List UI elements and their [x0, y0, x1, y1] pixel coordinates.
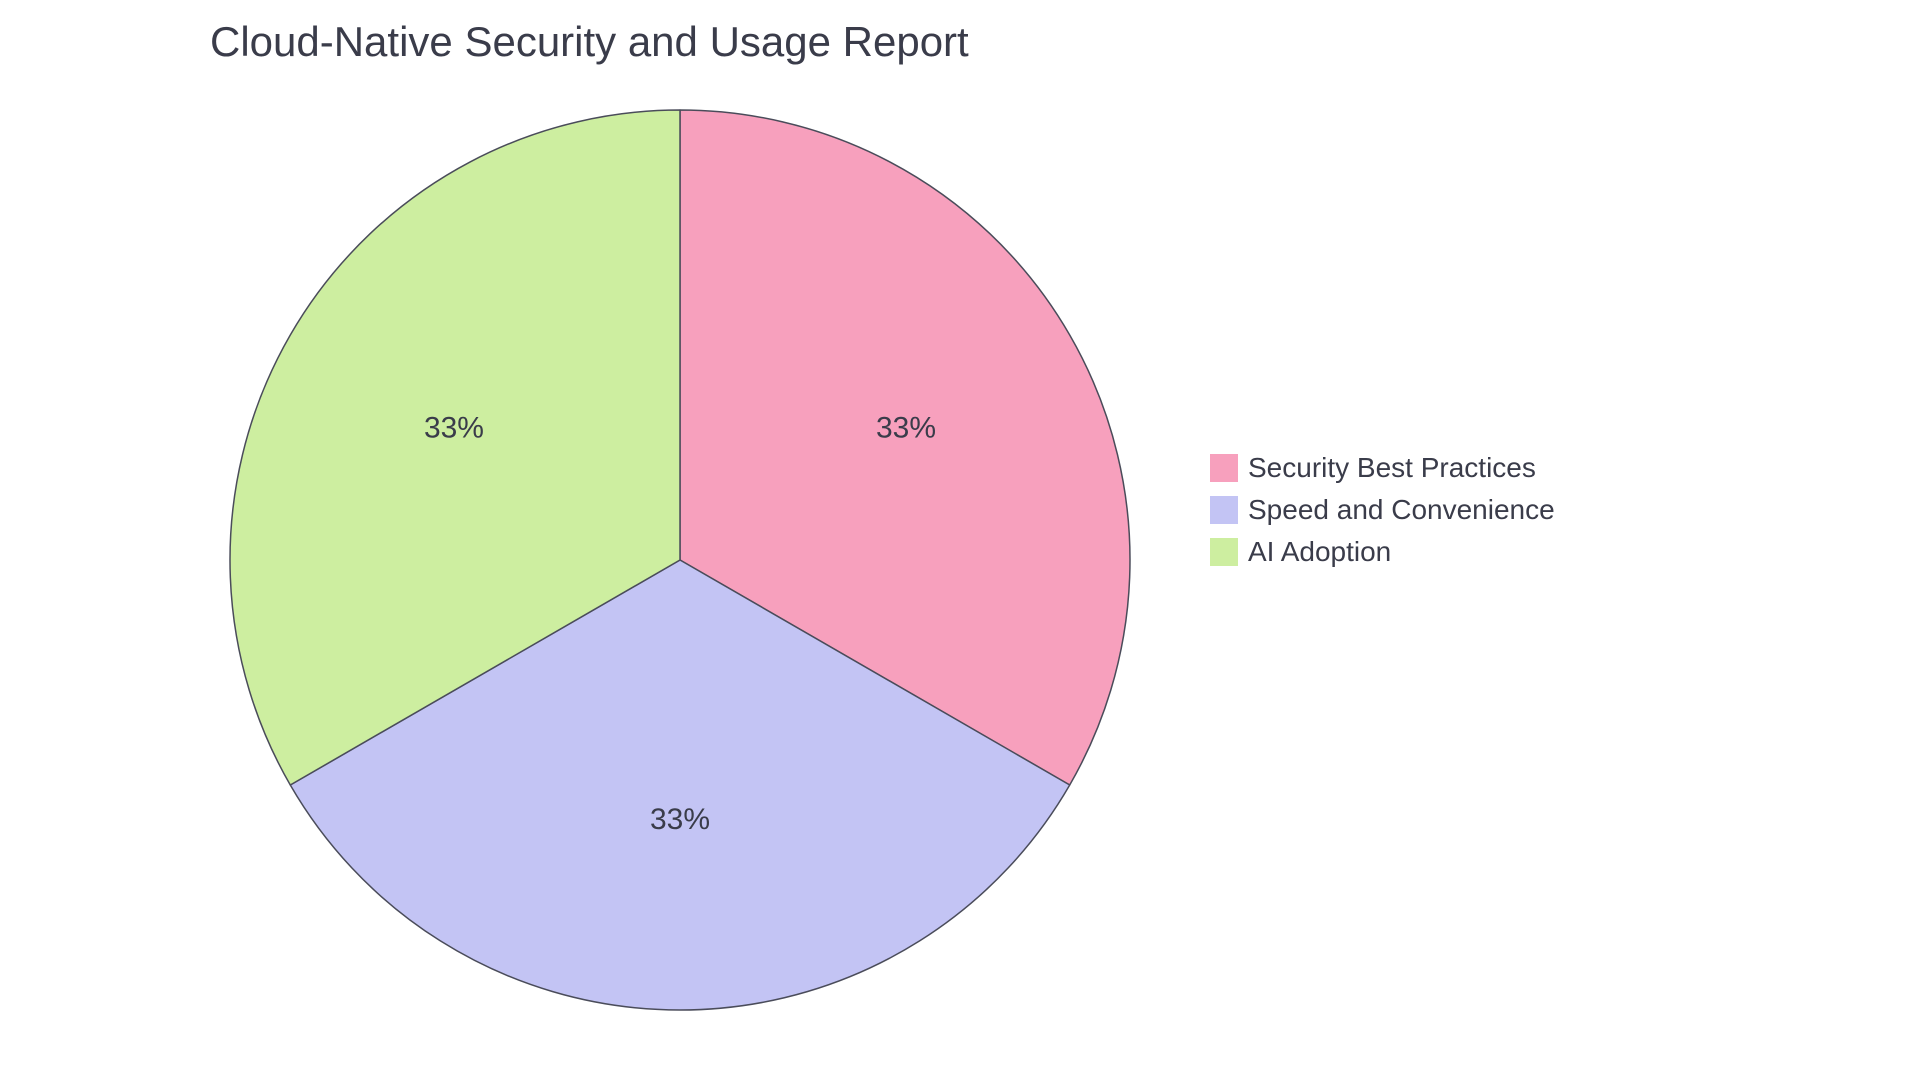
legend-label-2: AI Adoption	[1248, 536, 1391, 568]
legend: Security Best Practices Speed and Conveni…	[1210, 452, 1555, 568]
pie-slice-label-2: 33%	[424, 411, 484, 444]
legend-label-1: Speed and Convenience	[1248, 494, 1555, 526]
legend-item-2: AI Adoption	[1210, 536, 1555, 568]
legend-swatch-2	[1210, 538, 1238, 566]
pie-slice-label-1: 33%	[650, 803, 710, 836]
legend-label-0: Security Best Practices	[1248, 452, 1536, 484]
pie-chart: 33% 33% 33%	[0, 0, 1920, 1080]
pie-slice-label-0: 33%	[876, 411, 936, 444]
legend-item-0: Security Best Practices	[1210, 452, 1555, 484]
chart-container: Cloud-Native Security and Usage Report 3…	[0, 0, 1920, 1080]
legend-swatch-1	[1210, 496, 1238, 524]
legend-item-1: Speed and Convenience	[1210, 494, 1555, 526]
legend-swatch-0	[1210, 454, 1238, 482]
